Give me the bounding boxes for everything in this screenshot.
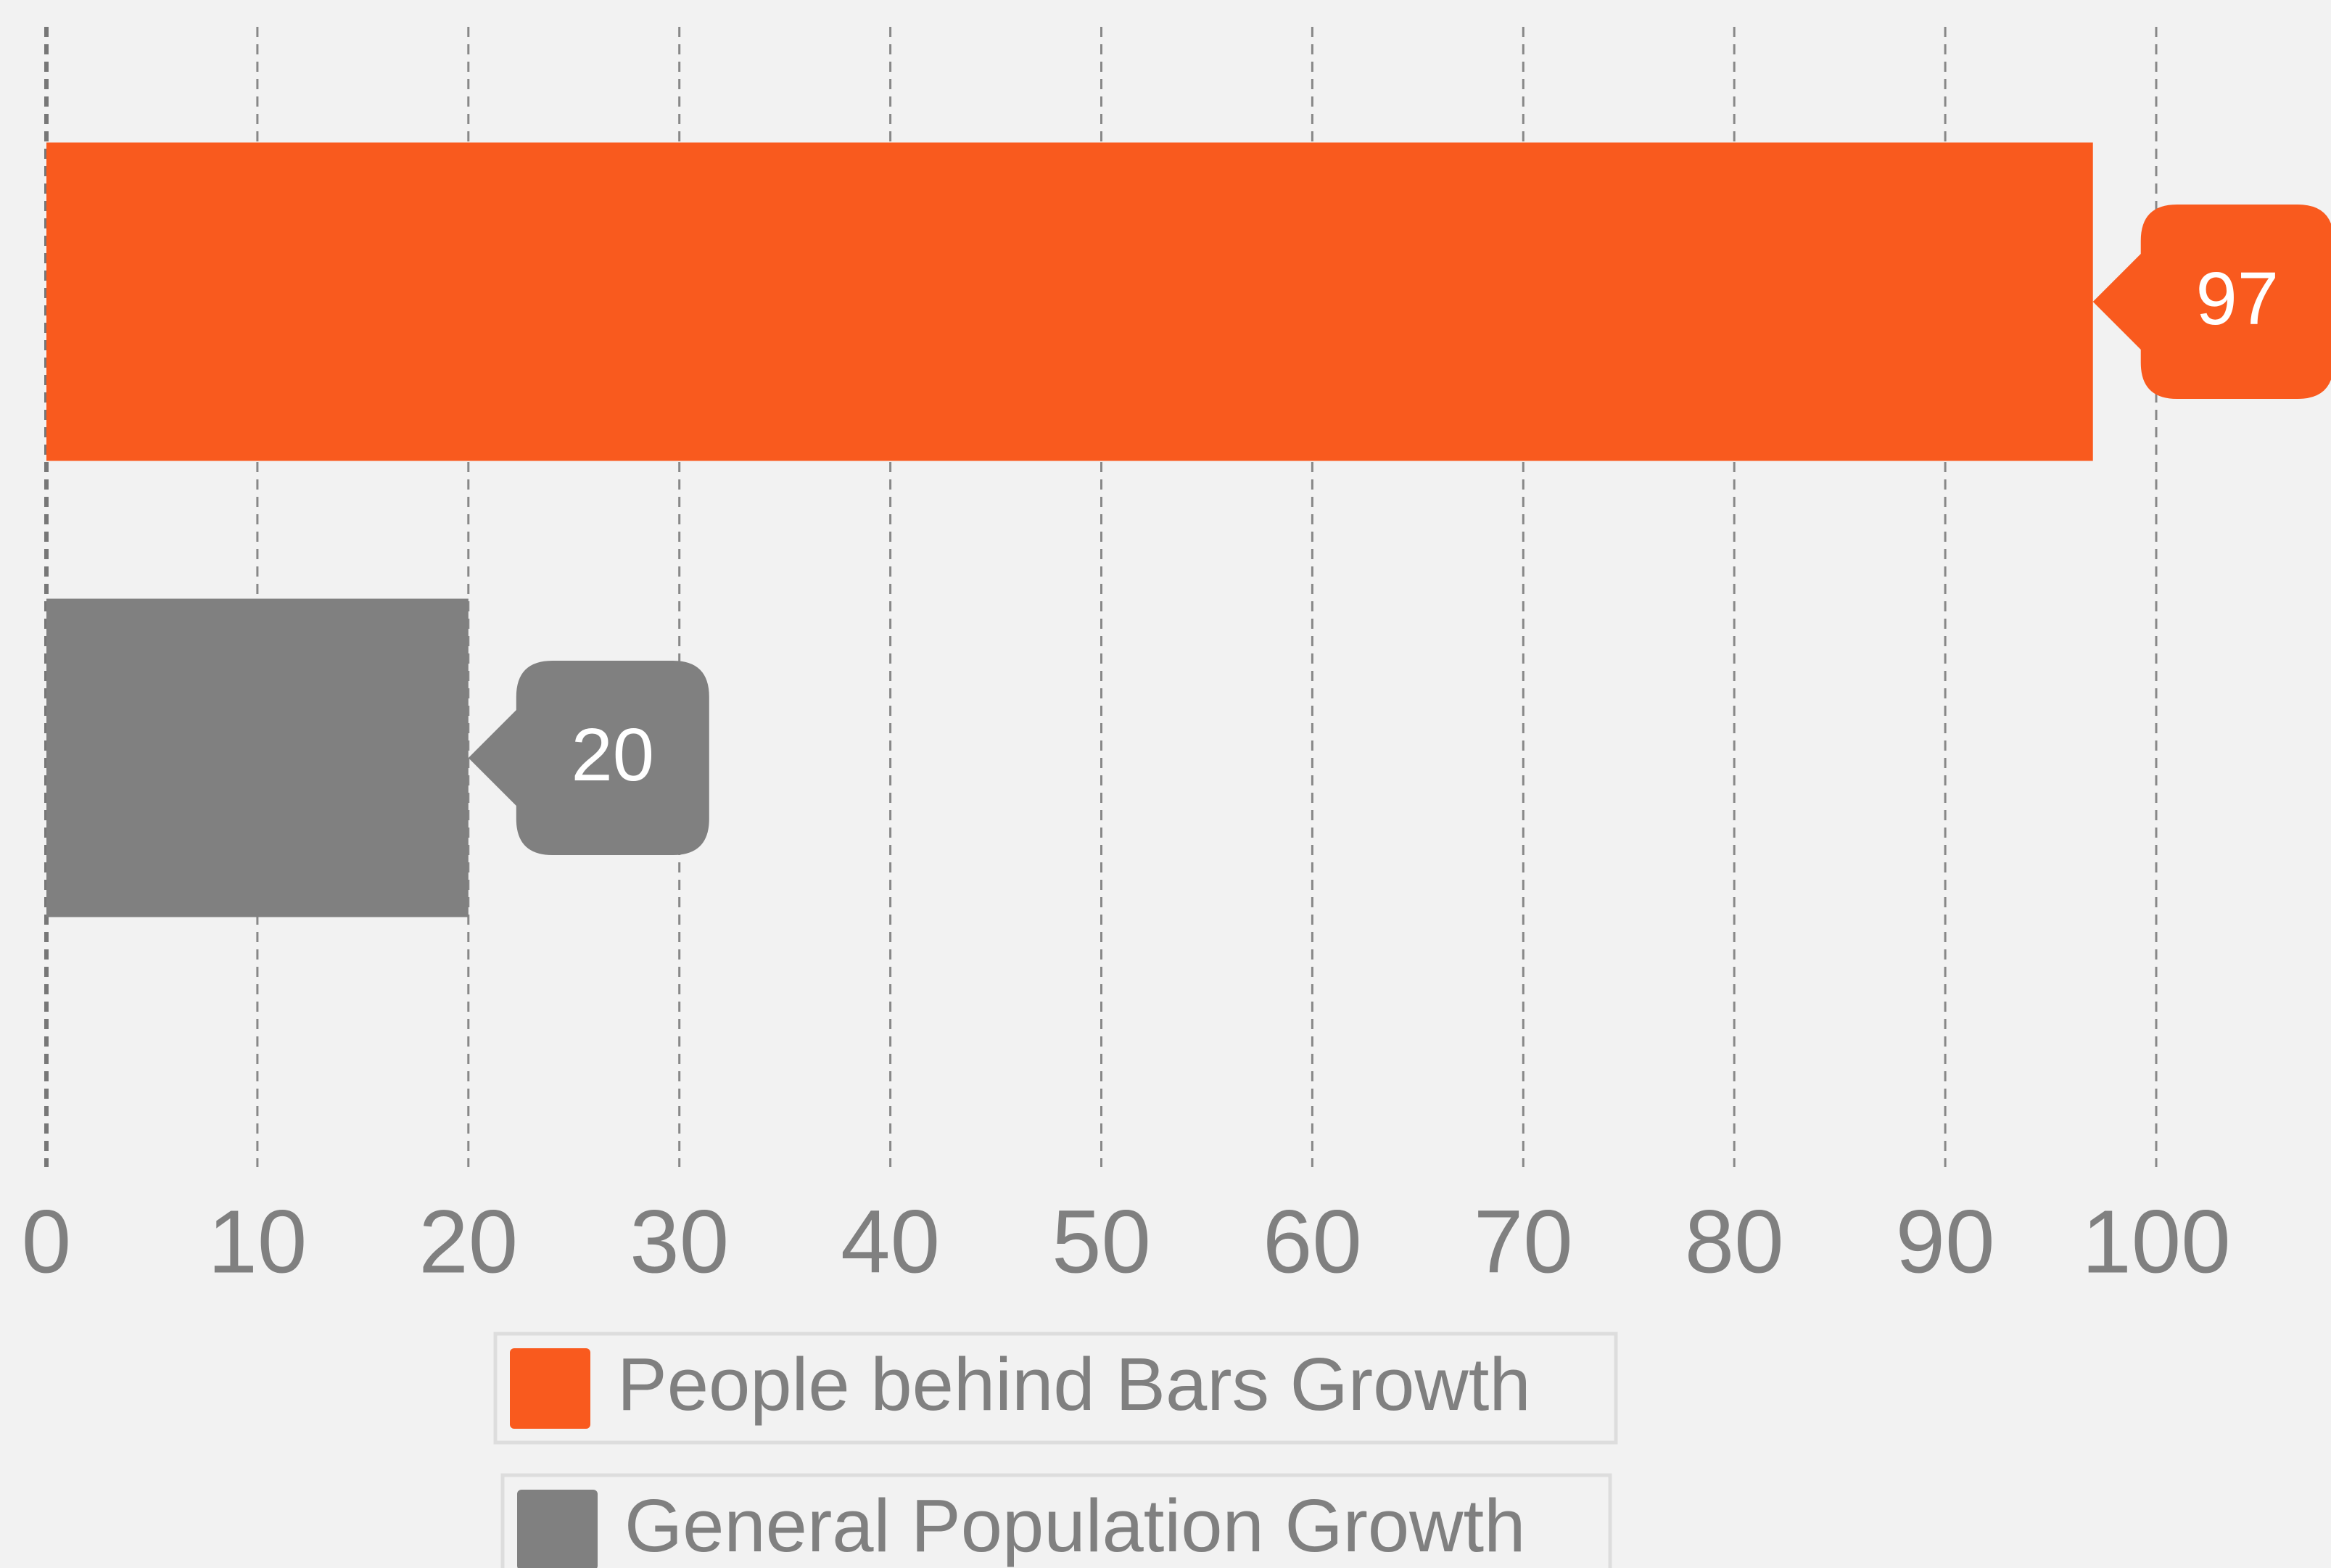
x-tick-label: 10 — [207, 1192, 307, 1292]
bar — [46, 598, 469, 917]
x-tick-label: 30 — [630, 1192, 729, 1292]
legend-swatch — [510, 1348, 590, 1429]
x-tick-label: 70 — [1474, 1192, 1573, 1292]
x-tick-label: 20 — [418, 1192, 518, 1292]
data-label: 20 — [572, 713, 655, 796]
x-tick-label: 0 — [22, 1192, 71, 1292]
legend-label: People behind Bars Growth — [617, 1342, 1531, 1426]
x-tick-label: 100 — [2082, 1192, 2230, 1292]
data-label: 97 — [2195, 257, 2279, 340]
legend-box — [493, 1332, 1618, 1445]
x-tick-label: 80 — [1685, 1192, 1784, 1292]
bar — [46, 142, 2093, 461]
legend-swatch — [517, 1490, 598, 1568]
x-tick-label: 50 — [1052, 1192, 1151, 1292]
x-tick-label: 90 — [1896, 1192, 1995, 1292]
x-tick-label: 60 — [1263, 1192, 1362, 1292]
value-callout — [468, 661, 709, 855]
x-tick-label: 40 — [841, 1192, 940, 1292]
legend-label: General Population Growth — [624, 1484, 1525, 1567]
legend-box — [500, 1473, 1612, 1568]
value-callout — [2092, 205, 2331, 399]
